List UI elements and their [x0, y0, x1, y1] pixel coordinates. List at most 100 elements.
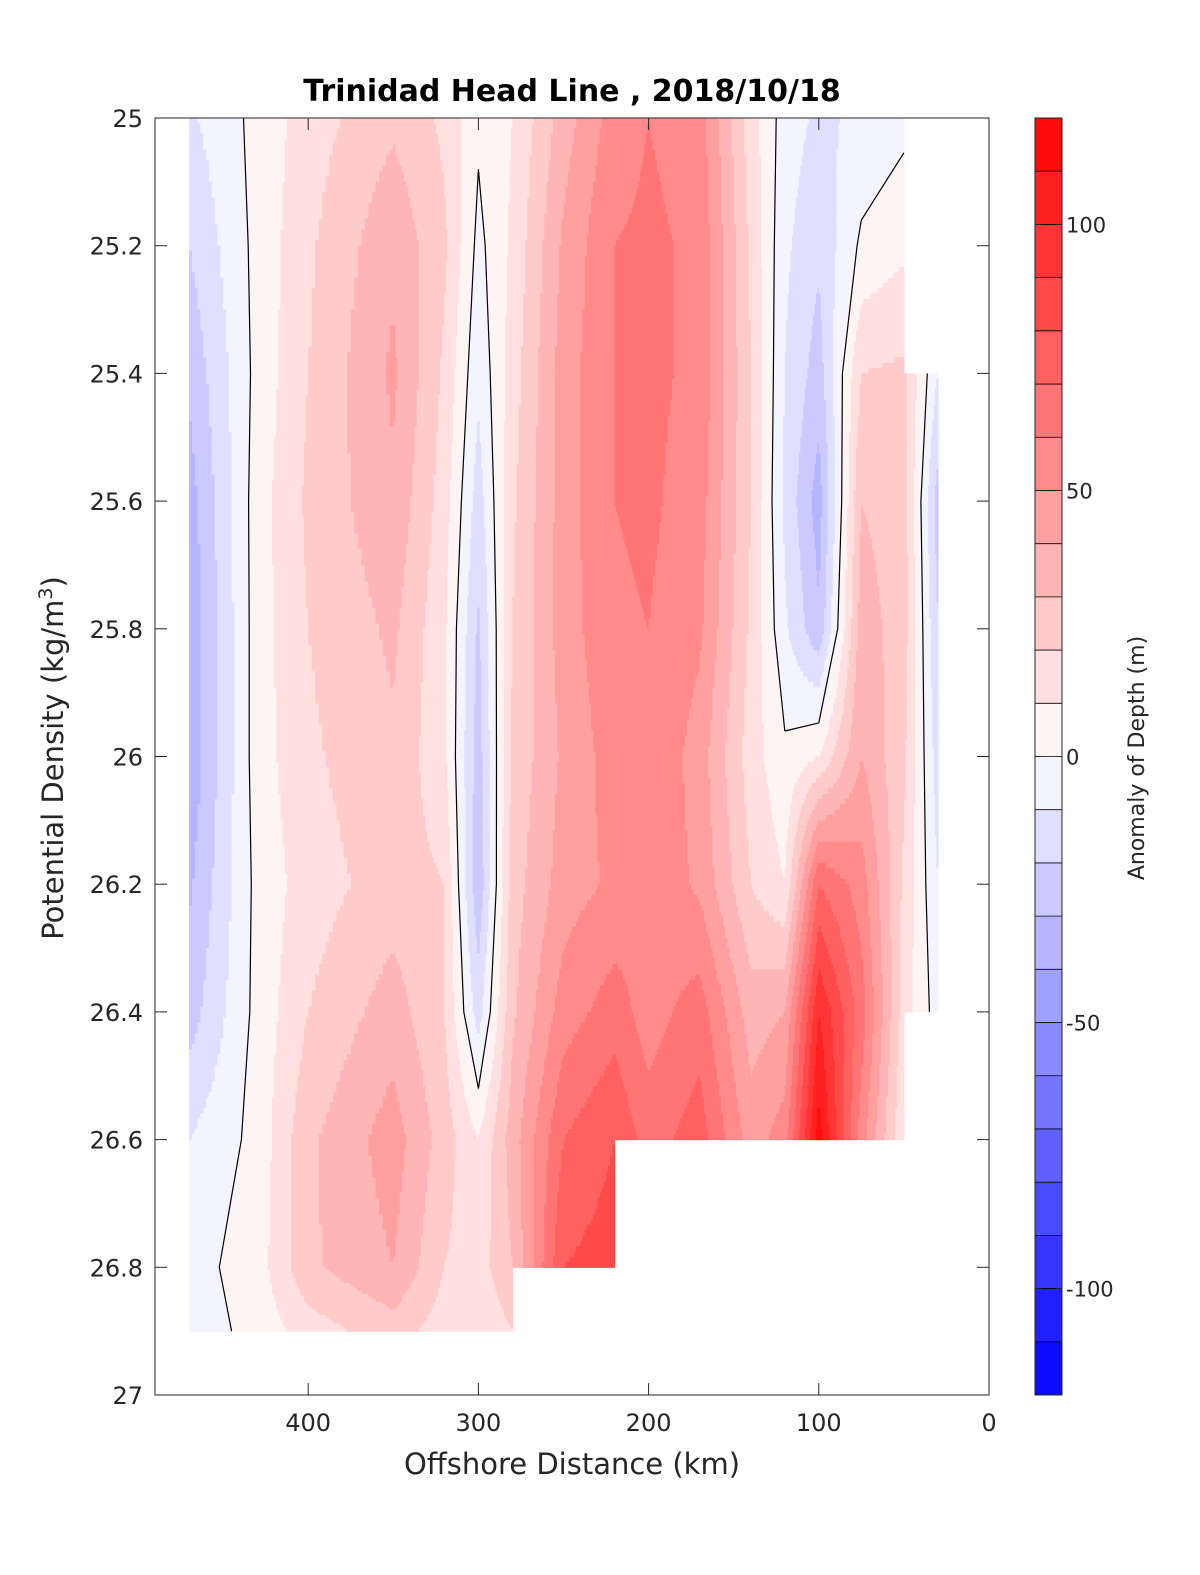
contour-fill-cell	[648, 240, 675, 247]
contour-fill-cell	[580, 368, 616, 374]
contour-fill-cell	[248, 479, 258, 486]
contour-fill-cell	[825, 437, 836, 444]
contour-fill-cell	[444, 469, 453, 476]
contour-fill-cell	[840, 527, 848, 534]
contour-fill-cell	[272, 538, 305, 545]
contour-fill-cell	[455, 660, 467, 667]
contour-fill-cell	[648, 596, 652, 603]
contour-fill-cell	[735, 527, 752, 534]
contour-fill-cell	[762, 352, 775, 359]
contour-fill-cell	[847, 538, 855, 545]
contour-fill-cell	[206, 368, 230, 374]
contour-fill-cell	[444, 133, 462, 140]
contour-fill-cell	[455, 352, 470, 359]
contour-fill-cell	[808, 118, 820, 124]
contour-fill-cell	[614, 479, 650, 486]
contour-fill-cell	[773, 426, 784, 433]
contour-fill-cell	[771, 479, 784, 486]
contour-fill-cell	[418, 346, 443, 353]
contour-fill-cell	[533, 596, 554, 603]
contour-fill-cell	[836, 181, 862, 188]
contour-fill-cell	[718, 612, 735, 619]
contour-fill-cell	[211, 463, 233, 470]
contour-fill-cell	[852, 596, 861, 603]
contour-fill-cell	[248, 703, 258, 710]
contour-fill-cell	[925, 394, 936, 401]
contour-fill-cell	[308, 474, 352, 481]
contour-fill-cell	[928, 548, 936, 555]
contour-fill-cell	[471, 527, 479, 534]
contour-fill-cell	[718, 139, 733, 146]
contour-fill-cell	[863, 506, 905, 513]
contour-fill-cell	[582, 309, 616, 316]
contour-fill-cell	[189, 634, 201, 641]
contour-fill-cell	[306, 410, 309, 417]
contour-fill-cell	[674, 304, 701, 311]
contour-fill-cell	[836, 171, 862, 178]
contour-fill-cell	[512, 400, 522, 406]
contour-fill-cell	[552, 575, 565, 582]
contour-fill-cell	[836, 160, 862, 167]
contour-fill-cell	[542, 288, 560, 295]
contour-fill-cell	[563, 623, 584, 630]
contour-fill-cell	[648, 485, 665, 492]
contour-fill-cell	[257, 187, 284, 194]
contour-fill-cell	[784, 144, 804, 151]
contour-fill-cell	[189, 660, 201, 667]
contour-fill-cell	[457, 618, 468, 625]
contour-fill-cell	[554, 495, 565, 502]
contour-fill-cell	[251, 368, 258, 374]
contour-fill-cell	[506, 282, 514, 289]
contour-fill-cell	[784, 165, 801, 172]
contour-fill-cell	[832, 564, 841, 571]
contour-fill-cell	[735, 463, 752, 470]
contour-fill-cell	[648, 421, 669, 428]
contour-fill-cell	[861, 235, 905, 241]
contour-fill-cell	[563, 570, 584, 577]
contour-fill-cell	[838, 612, 846, 619]
contour-fill-cell	[220, 251, 250, 257]
contour-fill-cell	[408, 533, 433, 539]
contour-fill-cell	[771, 511, 784, 518]
contour-fill-cell	[393, 692, 422, 699]
contour-fill-cell	[393, 197, 411, 204]
contour-fill-cell	[935, 548, 939, 555]
contour-fill-cell	[393, 325, 397, 332]
contour-fill-cell	[475, 660, 479, 667]
contour-fill-cell	[512, 586, 516, 593]
contour-fill-cell	[925, 405, 935, 412]
contour-fill-cell	[815, 458, 820, 465]
contour-fill-cell	[234, 644, 250, 651]
contour-fill-cell	[200, 639, 219, 646]
contour-fill-cell	[731, 149, 745, 156]
contour-fill-cell	[563, 442, 582, 449]
contour-fill-cell	[723, 400, 739, 406]
contour-fill-cell	[760, 165, 776, 172]
contour-fill-cell	[189, 474, 196, 481]
contour-fill-cell	[393, 192, 409, 199]
contour-fill-cell	[234, 639, 250, 646]
contour-fill-cell	[445, 660, 457, 667]
contour-fill-cell	[482, 479, 495, 486]
contour-fill-cell	[750, 575, 762, 582]
contour-fill-cell	[393, 362, 399, 369]
contour-fill-cell	[550, 155, 565, 162]
contour-fill-cell	[903, 426, 908, 433]
contour-fill-cell	[552, 612, 565, 619]
contour-fill-cell	[818, 543, 822, 550]
contour-fill-cell	[913, 506, 922, 513]
contour-fill-cell	[503, 517, 514, 523]
contour-fill-cell	[489, 346, 506, 353]
contour-fill-cell	[412, 208, 445, 215]
contour-fill-cell	[760, 618, 775, 625]
contour-fill-cell	[406, 559, 431, 566]
contour-fill-cell	[393, 735, 420, 742]
contour-fill-cell	[563, 181, 569, 188]
contour-fill-cell	[478, 639, 481, 646]
contour-fill-cell	[397, 368, 420, 374]
contour-fill-cell	[445, 261, 461, 268]
contour-fill-cell	[234, 740, 250, 747]
contour-fill-cell	[859, 309, 862, 316]
contour-fill-cell	[520, 378, 539, 385]
contour-fill-cell	[257, 197, 284, 204]
